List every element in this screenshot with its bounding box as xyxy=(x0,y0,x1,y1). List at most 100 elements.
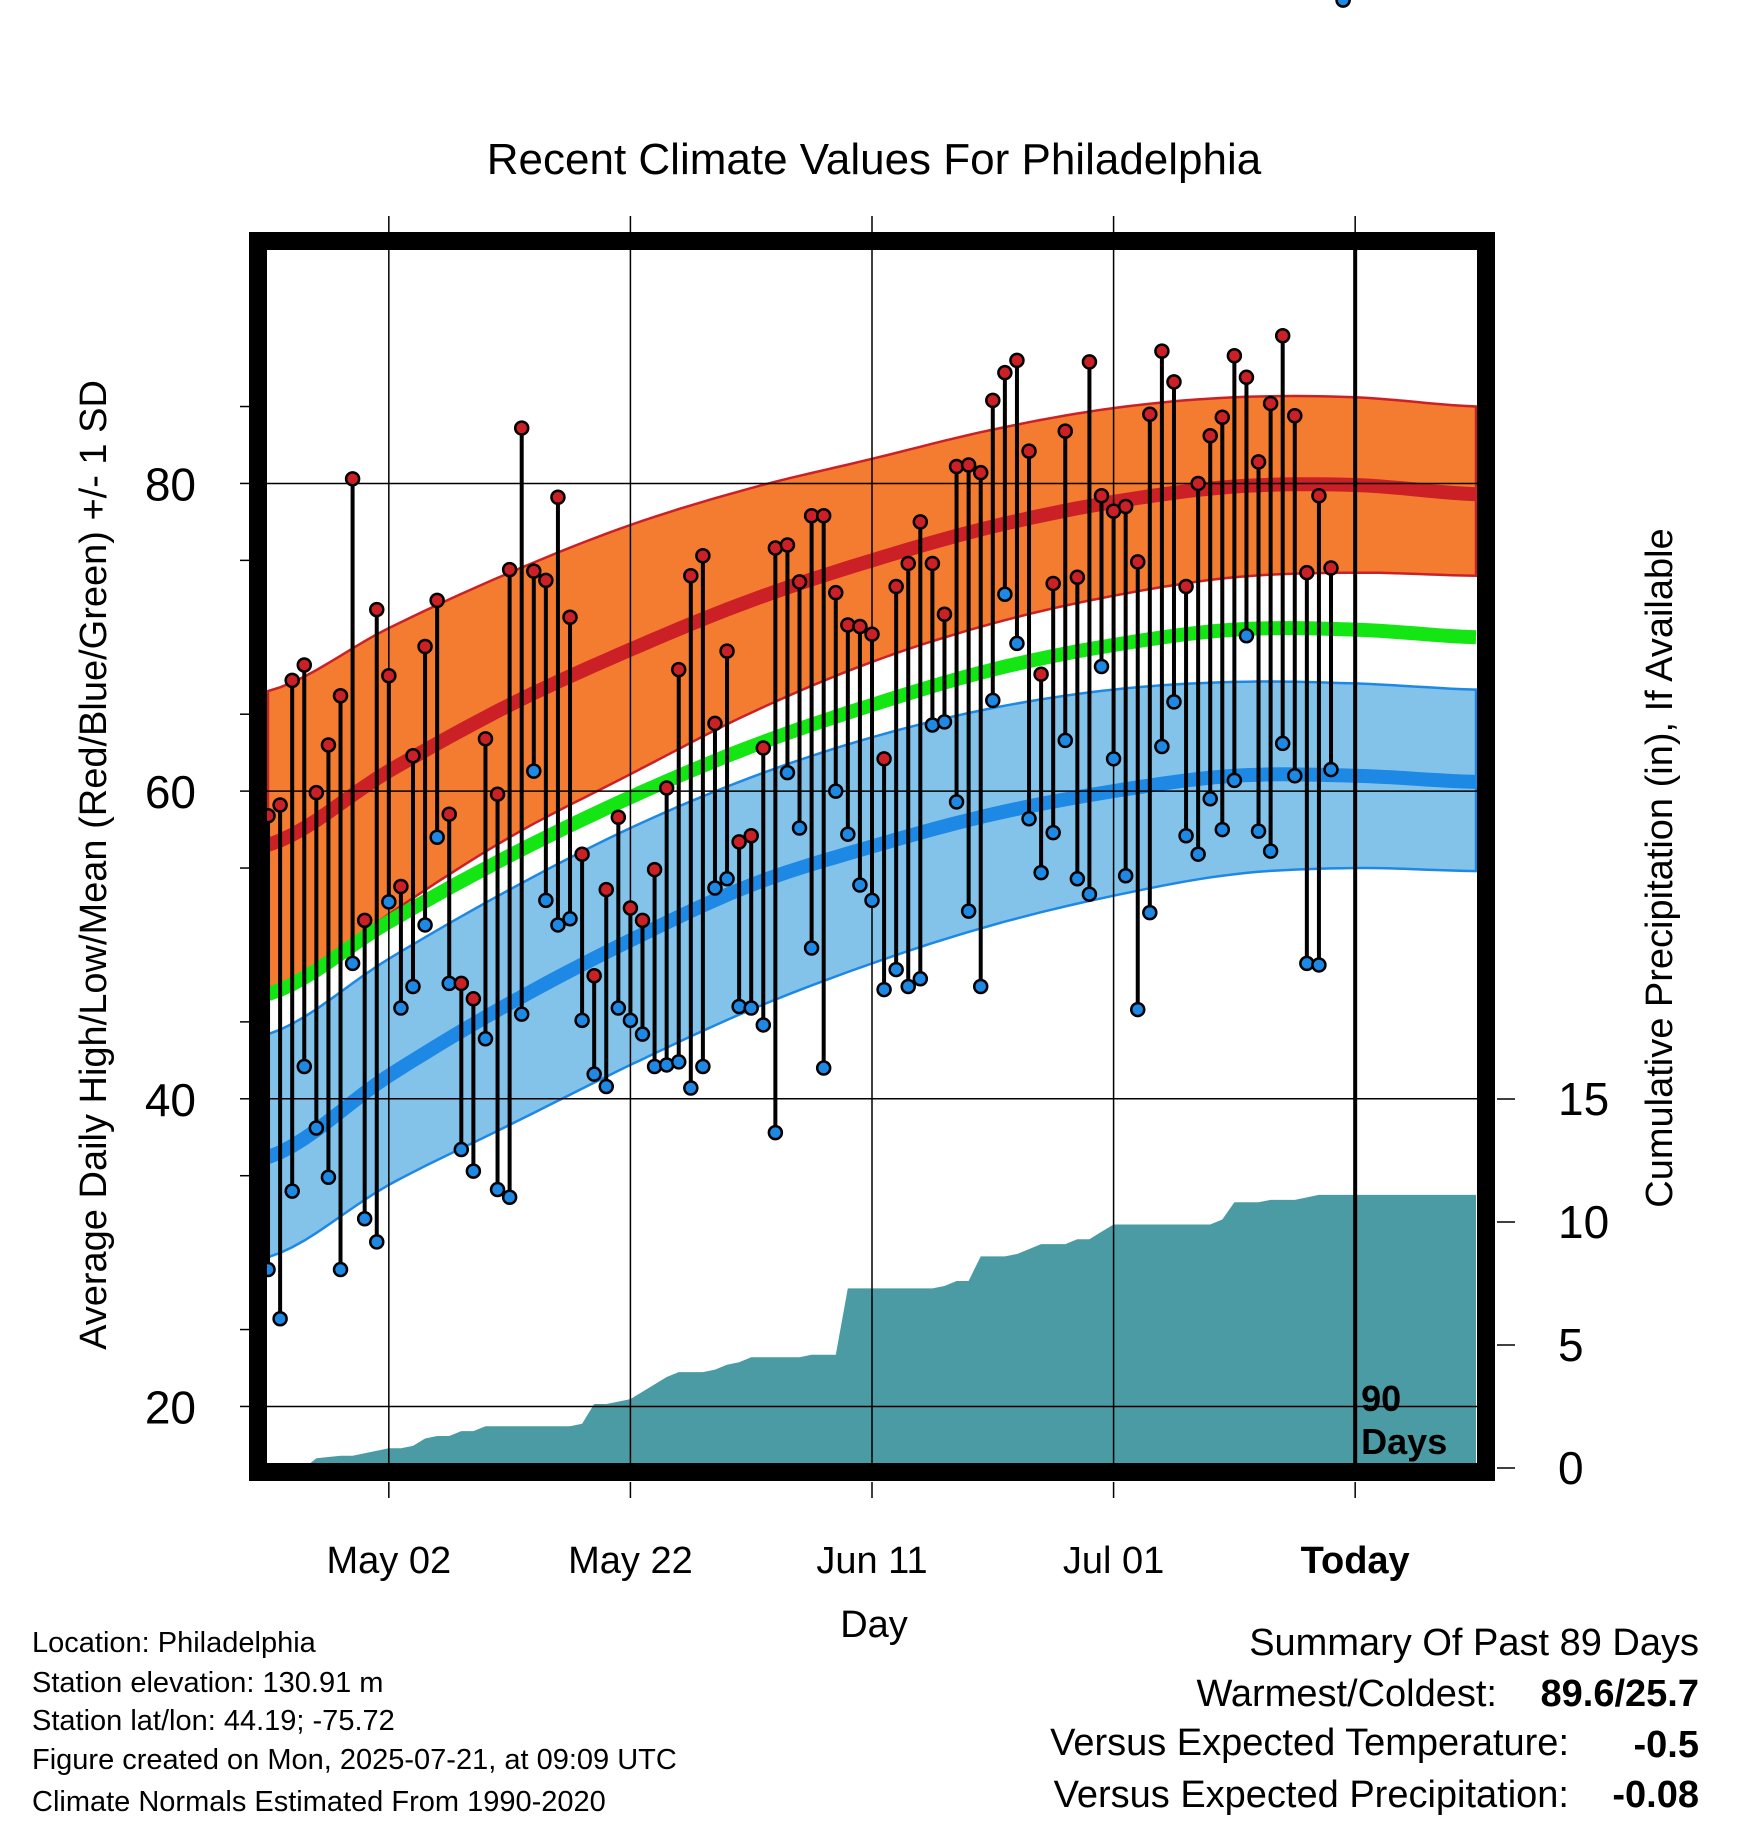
daily-high-point xyxy=(658,780,675,796)
daily-low-point xyxy=(1105,751,1122,767)
daily-low-point xyxy=(634,1026,651,1042)
daily-low-point xyxy=(610,1000,627,1016)
daily-low-point xyxy=(755,1017,772,1033)
daily-high-point xyxy=(864,626,880,642)
x-tick-label: Today xyxy=(1301,1540,1410,1582)
daily-low-point xyxy=(272,1311,288,1327)
daily-low-point xyxy=(997,586,1013,602)
footer-location: Location: Philadelphia xyxy=(32,1627,317,1659)
daily-low-point xyxy=(1335,0,1351,8)
y2-axis-label: Cumulative Precipitation (in), If Availa… xyxy=(1639,528,1681,1207)
y-tick-label: 60 xyxy=(145,766,196,818)
y2-tick-label: 10 xyxy=(1558,1196,1609,1248)
daily-low-point xyxy=(513,1006,530,1022)
daily-low-point xyxy=(1323,761,1339,778)
daily-low-point xyxy=(381,894,397,910)
daily-high-point xyxy=(695,547,711,564)
summary-precip-label: Versus Expected Precipitation: xyxy=(1054,1774,1569,1816)
daily-low-point xyxy=(1190,846,1206,862)
today-marker-label: 90 xyxy=(1361,1378,1401,1419)
summary-warm-cold-value: 89.6/25.7 xyxy=(1541,1673,1699,1715)
daily-high-point xyxy=(1323,560,1339,576)
daily-high-point xyxy=(670,661,687,678)
daily-high-point xyxy=(707,715,723,732)
daily-low-point xyxy=(356,1211,373,1227)
daily-high-point xyxy=(1262,395,1279,412)
daily-low-point xyxy=(562,911,578,927)
daily-low-point xyxy=(1057,732,1074,749)
daily-high-point xyxy=(1190,475,1206,492)
daily-high-point xyxy=(1093,488,1110,504)
daily-low-point xyxy=(743,1000,759,1016)
daily-high-point xyxy=(284,672,300,689)
daily-low-point xyxy=(828,783,844,799)
daily-low-point xyxy=(900,978,916,995)
daily-low-point xyxy=(550,917,566,933)
daily-high-point xyxy=(332,687,349,704)
daily-high-point xyxy=(1226,348,1243,364)
daily-low-point xyxy=(393,1000,409,1016)
daily-high-point xyxy=(985,392,1001,409)
daily-high-point xyxy=(815,508,832,524)
daily-high-point xyxy=(1117,498,1134,515)
daily-low-point xyxy=(1093,658,1110,675)
daily-low-point xyxy=(622,1012,639,1029)
daily-low-point xyxy=(405,978,421,995)
daily-high-point xyxy=(308,784,325,801)
daily-low-point xyxy=(912,971,929,987)
footer-created: Figure created on Mon, 2025-07-21, at 09… xyxy=(32,1744,677,1776)
daily-high-point xyxy=(912,514,929,530)
daily-high-point xyxy=(1081,354,1098,370)
daily-high-point xyxy=(828,584,844,601)
daily-high-point xyxy=(586,967,602,984)
daily-high-point xyxy=(1178,578,1194,595)
daily-high-point xyxy=(465,991,482,1007)
daily-low-point xyxy=(1226,772,1243,789)
daily-high-point xyxy=(356,912,373,929)
daily-low-point xyxy=(1274,735,1291,752)
daily-high-point xyxy=(489,786,506,802)
daily-low-point xyxy=(767,1124,784,1141)
plot-frame xyxy=(249,232,1495,1481)
daily-low-point xyxy=(1129,1001,1146,1018)
daily-low-point xyxy=(719,871,735,887)
daily-high-point xyxy=(791,574,808,590)
y2-tick-label: 0 xyxy=(1558,1442,1584,1494)
daily-low-point xyxy=(586,1066,602,1082)
daily-high-point xyxy=(598,881,615,898)
daily-low-point xyxy=(815,1060,832,1076)
daily-high-point xyxy=(1238,369,1255,386)
daily-high-point xyxy=(622,900,639,916)
daily-high-point xyxy=(393,878,409,895)
daily-high-point xyxy=(381,667,397,684)
daily-high-point xyxy=(562,609,578,626)
daily-high-point xyxy=(634,912,651,929)
daily-low-point xyxy=(985,692,1001,709)
daily-high-point xyxy=(417,638,433,655)
daily-low-point xyxy=(1262,843,1279,859)
daily-low-point xyxy=(683,1080,699,1096)
daily-low-point xyxy=(1178,827,1194,844)
daily-high-point xyxy=(1057,423,1074,439)
daily-high-point xyxy=(1069,569,1086,586)
daily-high-point xyxy=(1287,408,1303,424)
y2-tick-label: 15 xyxy=(1558,1073,1609,1125)
daily-low-point xyxy=(1311,957,1327,973)
x-tick-label: May 02 xyxy=(327,1540,452,1582)
daily-low-point xyxy=(1045,824,1061,841)
daily-low-point xyxy=(803,940,820,956)
footer-info: Location: Philadelphia Station elevation… xyxy=(32,1627,677,1818)
daily-high-point xyxy=(1129,554,1146,570)
daily-low-point xyxy=(852,877,868,893)
daily-low-point xyxy=(465,1163,482,1179)
daily-high-point xyxy=(683,567,699,584)
daily-high-point xyxy=(1250,454,1267,470)
daily-high-point xyxy=(369,601,385,618)
daily-high-point xyxy=(405,747,421,764)
daily-high-point xyxy=(441,806,457,822)
daily-low-point xyxy=(840,826,856,842)
today-marker-label: Days xyxy=(1361,1421,1447,1462)
daily-low-point xyxy=(429,829,445,846)
daily-low-point xyxy=(1166,694,1182,710)
